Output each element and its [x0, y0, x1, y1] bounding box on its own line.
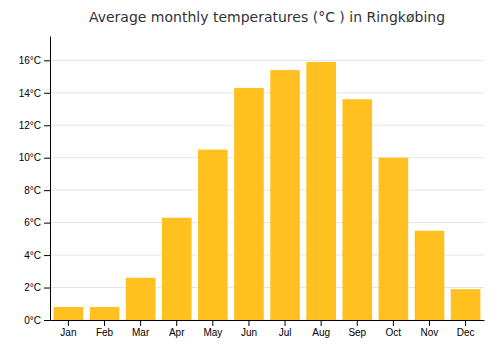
x-tick-label: Jul	[279, 327, 292, 338]
y-tick: 16°C	[19, 55, 50, 66]
y-tick-label: 12°C	[19, 120, 41, 131]
y-tick-mark	[44, 255, 50, 256]
x-tick: Jan	[60, 320, 76, 338]
bar	[451, 289, 481, 320]
x-tick: Dec	[457, 320, 475, 338]
y-tick-mark	[44, 288, 50, 289]
y-tick: 10°C	[19, 152, 50, 163]
bar	[342, 99, 372, 320]
x-tick-label: Jan	[60, 327, 76, 338]
bar	[90, 307, 120, 320]
x-tick: Apr	[169, 320, 185, 338]
x-tick-mark	[429, 320, 430, 326]
bar	[415, 231, 445, 320]
y-tick-label: 16°C	[19, 55, 41, 66]
bar	[126, 278, 156, 320]
bar	[162, 218, 192, 320]
x-axis-line	[51, 320, 485, 321]
x-tick-mark	[321, 320, 322, 326]
x-tick-mark	[465, 320, 466, 326]
x-tick-mark	[176, 320, 177, 326]
title: Average monthly temperatures (°C ) in Ri…	[89, 9, 445, 25]
chart: 0°C 2°C 4°C 6°C 8°C 10°C 12°C 14°C 16°C Jan Feb Mar…	[0, 0, 500, 350]
grid	[50, 60, 484, 320]
x-tick: Jun	[241, 320, 257, 338]
grid-line	[50, 60, 484, 61]
y-tick: 8°C	[24, 185, 50, 196]
y-tick: 2°C	[24, 282, 50, 293]
x-tick-label: Apr	[169, 327, 185, 338]
y-tick-mark	[44, 125, 50, 126]
x-tick: Sep	[348, 320, 366, 338]
x-tick: Jul	[279, 320, 292, 338]
y-tick-label: 4°C	[24, 250, 41, 261]
x-tick-label: Aug	[312, 327, 330, 338]
plot: 0°C 2°C 4°C 6°C 8°C 10°C 12°C 14°C 16°C Jan Feb Mar…	[19, 37, 485, 339]
x-tick: Aug	[312, 320, 330, 338]
y-tick: 0°C	[24, 315, 50, 326]
x-tick-label: Dec	[457, 327, 475, 338]
x-tick: May	[203, 320, 222, 338]
bar	[379, 158, 409, 320]
y-tick-mark	[44, 93, 50, 94]
y-tick: 12°C	[19, 120, 50, 131]
grid-line	[50, 190, 484, 191]
x-tick-label: Oct	[386, 327, 402, 338]
grid-line	[50, 157, 484, 158]
x-tick-label: Nov	[421, 327, 439, 338]
y-tick-mark	[44, 158, 50, 159]
bar	[54, 307, 84, 320]
y-tick: 6°C	[24, 217, 50, 228]
x-tick-mark	[104, 320, 105, 326]
y-tick-mark	[44, 223, 50, 224]
x-tick-mark	[248, 320, 249, 326]
y-tick-label: 2°C	[24, 282, 41, 293]
grid-line	[50, 125, 484, 126]
x-tick: Nov	[421, 320, 439, 338]
x-tick-mark	[393, 320, 394, 326]
y-tick-mark	[44, 320, 50, 321]
bar	[270, 70, 300, 320]
x-tick-mark	[140, 320, 141, 326]
x-tick-mark	[212, 320, 213, 326]
y-tick-mark	[44, 60, 50, 61]
grid-line	[50, 92, 484, 93]
x-tick-mark	[285, 320, 286, 326]
x-tick-label: Jun	[241, 327, 257, 338]
y-axis: 0°C 2°C 4°C 6°C 8°C 10°C 12°C 14°C 16°C	[19, 37, 51, 326]
bar	[198, 150, 228, 320]
y-tick: 14°C	[19, 88, 50, 99]
y-tick-mark	[44, 190, 50, 191]
grid-line	[50, 222, 484, 223]
x-axis: Jan Feb Mar Apr May Jun Jul Aug Sep Oct Nov Dec	[51, 320, 485, 338]
x-tick: Oct	[386, 320, 402, 338]
bars	[54, 62, 481, 320]
x-tick-label: Sep	[348, 327, 366, 338]
bar	[234, 88, 264, 320]
x-tick-label: May	[203, 327, 222, 338]
x-tick-label: Mar	[132, 327, 150, 338]
x-tick-mark	[68, 320, 69, 326]
x-tick: Feb	[96, 320, 114, 338]
y-tick-label: 14°C	[19, 88, 41, 99]
x-tick-label: Feb	[96, 327, 114, 338]
x-tick: Mar	[132, 320, 150, 338]
bar	[306, 62, 336, 320]
y-axis-line	[50, 37, 51, 321]
y-tick-label: 0°C	[24, 315, 41, 326]
y-tick-label: 6°C	[24, 217, 41, 228]
y-tick: 4°C	[24, 250, 50, 261]
y-tick-label: 8°C	[24, 185, 41, 196]
x-tick-mark	[357, 320, 358, 326]
y-tick-label: 10°C	[19, 152, 41, 163]
